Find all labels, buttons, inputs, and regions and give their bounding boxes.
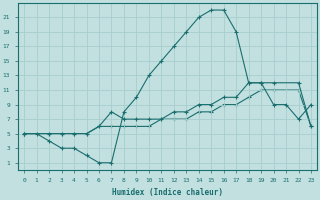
X-axis label: Humidex (Indice chaleur): Humidex (Indice chaleur) [112,188,223,197]
